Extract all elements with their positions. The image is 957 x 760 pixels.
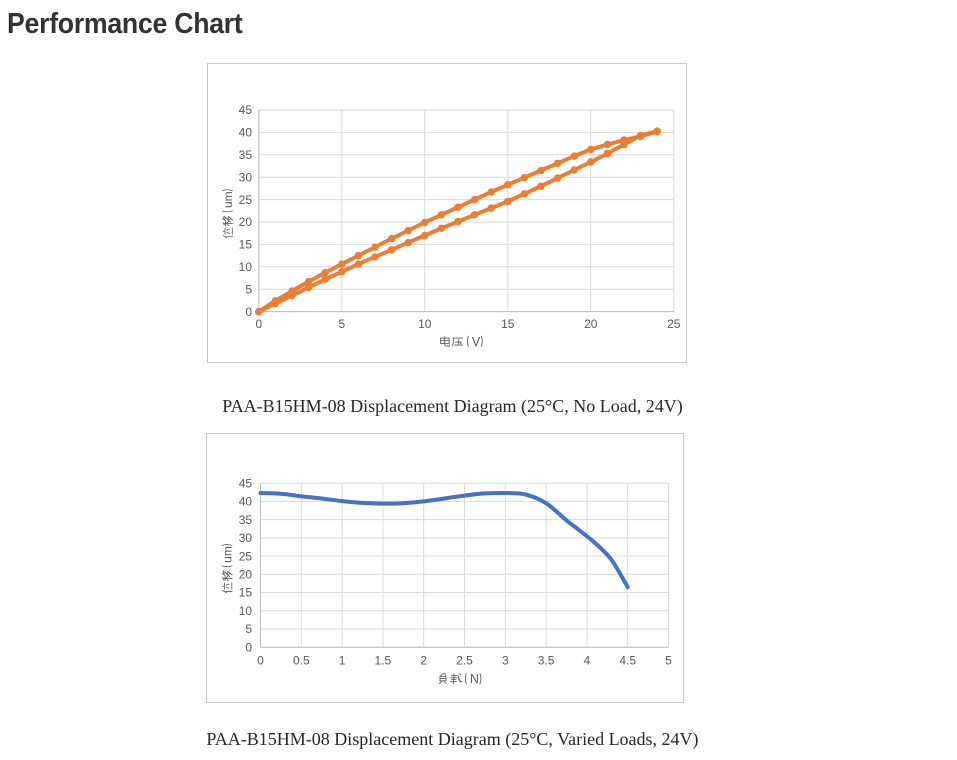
svg-text:5: 5 (665, 653, 672, 667)
svg-text:10: 10 (418, 317, 432, 331)
svg-text:0: 0 (245, 305, 252, 319)
svg-text:4: 4 (584, 653, 591, 667)
svg-text:40: 40 (238, 126, 252, 140)
svg-text:30: 30 (239, 531, 253, 545)
svg-text:35: 35 (239, 512, 253, 526)
svg-text:4.5: 4.5 (619, 653, 636, 667)
svg-text:25: 25 (667, 317, 681, 331)
svg-text:3: 3 (502, 653, 509, 667)
svg-text:5: 5 (338, 317, 345, 331)
svg-text:2.5: 2.5 (456, 653, 473, 667)
svg-text:15: 15 (238, 238, 252, 252)
svg-text:45: 45 (238, 103, 252, 117)
svg-text:um: um (220, 191, 234, 208)
svg-text:1.5: 1.5 (375, 653, 392, 667)
svg-text:0: 0 (255, 317, 262, 331)
svg-text:5: 5 (245, 282, 252, 296)
svg-text:25: 25 (238, 193, 252, 207)
svg-text:40: 40 (239, 494, 253, 508)
svg-text:2: 2 (420, 653, 427, 667)
svg-text:10: 10 (238, 260, 252, 274)
svg-text:um: um (220, 546, 234, 563)
svg-text:0: 0 (245, 640, 252, 654)
svg-text:N: N (470, 672, 479, 686)
svg-text:30: 30 (238, 170, 252, 184)
svg-text:25: 25 (239, 549, 253, 563)
svg-text:3.5: 3.5 (538, 653, 555, 667)
svg-text:0.5: 0.5 (293, 653, 310, 667)
svg-text:15: 15 (501, 317, 515, 331)
svg-text:0: 0 (257, 653, 264, 667)
svg-text:10: 10 (239, 604, 253, 618)
svg-text:45: 45 (239, 476, 253, 490)
svg-text:15: 15 (239, 585, 253, 599)
svg-text:5: 5 (245, 622, 252, 636)
svg-text:20: 20 (584, 317, 598, 331)
svg-text:20: 20 (238, 215, 252, 229)
svg-text:35: 35 (238, 148, 252, 162)
svg-text:20: 20 (239, 567, 253, 581)
svg-text:1: 1 (339, 653, 346, 667)
svg-text:V: V (471, 335, 480, 349)
